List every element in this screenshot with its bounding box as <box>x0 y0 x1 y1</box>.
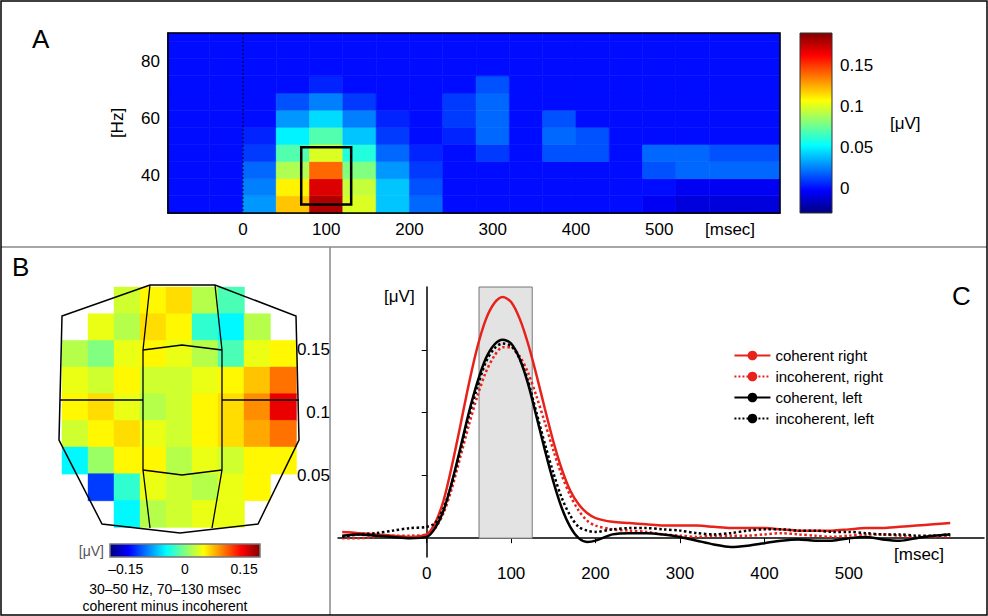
svg-text:0.1: 0.1 <box>306 403 330 422</box>
svg-text:100: 100 <box>497 564 525 583</box>
svg-text:300: 300 <box>666 564 694 583</box>
svg-text:–0.15: –0.15 <box>108 561 143 577</box>
svg-text:200: 200 <box>395 220 423 239</box>
svg-text:B: B <box>12 252 29 282</box>
svg-text:0.05: 0.05 <box>840 138 873 157</box>
svg-text:100: 100 <box>312 220 340 239</box>
svg-text:500: 500 <box>645 220 673 239</box>
svg-text:500: 500 <box>835 564 863 583</box>
svg-text:[μV]: [μV] <box>890 114 921 133</box>
svg-text:0.1: 0.1 <box>840 97 864 116</box>
svg-text:40: 40 <box>141 166 160 185</box>
svg-text:coherent, left: coherent, left <box>775 389 863 406</box>
svg-text:0: 0 <box>238 220 247 239</box>
svg-text:80: 80 <box>141 52 160 71</box>
svg-text:incoherent, right: incoherent, right <box>775 368 883 385</box>
svg-text:[msec]: [msec] <box>705 220 755 239</box>
svg-text:[μV]: [μV] <box>384 287 415 306</box>
svg-text:60: 60 <box>141 109 160 128</box>
svg-text:0.05: 0.05 <box>297 466 330 485</box>
svg-text:0.15: 0.15 <box>231 561 258 577</box>
svg-text:0.15: 0.15 <box>297 340 330 359</box>
svg-text:0: 0 <box>181 561 189 577</box>
svg-text:0: 0 <box>840 179 849 198</box>
svg-text:incoherent, left: incoherent, left <box>775 410 874 427</box>
svg-text:0.15: 0.15 <box>840 56 873 75</box>
svg-text:30–50 Hz, 70–130 msec: 30–50 Hz, 70–130 msec <box>89 581 241 597</box>
svg-text:[Hz]: [Hz] <box>108 108 127 138</box>
svg-text:coherent right: coherent right <box>775 347 868 364</box>
svg-text:C: C <box>952 281 971 311</box>
svg-text:0: 0 <box>422 564 431 583</box>
svg-text:300: 300 <box>479 220 507 239</box>
svg-text:400: 400 <box>562 220 590 239</box>
svg-text:400: 400 <box>750 564 778 583</box>
svg-text:[msec]: [msec] <box>894 545 944 564</box>
svg-text:A: A <box>32 24 50 54</box>
svg-text:200: 200 <box>581 564 609 583</box>
svg-text:coherent minus incoherent: coherent minus incoherent <box>83 598 248 614</box>
svg-text:[μV]: [μV] <box>79 543 104 559</box>
